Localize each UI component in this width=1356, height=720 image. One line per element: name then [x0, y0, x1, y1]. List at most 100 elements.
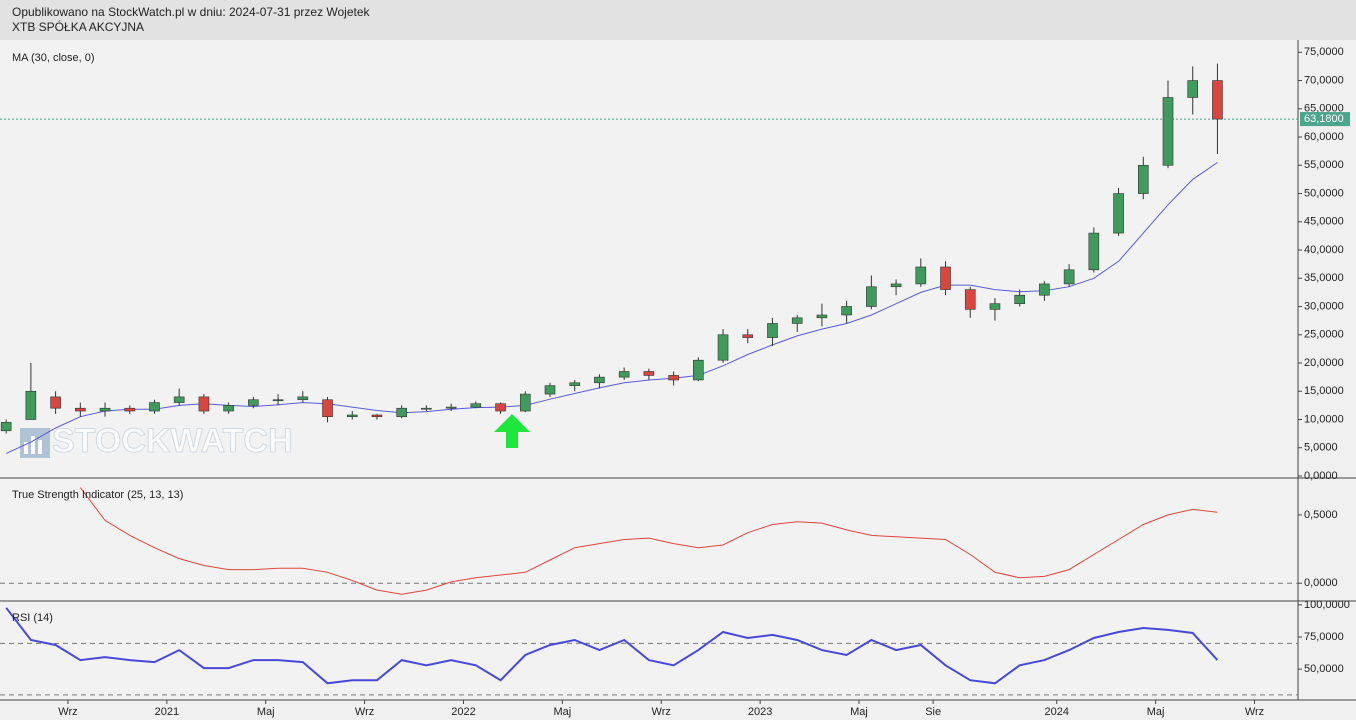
- candle-body: [1113, 193, 1124, 234]
- indicator-line: [79, 487, 1218, 595]
- candle-body: [1063, 269, 1075, 285]
- x-tick-label: 2022: [451, 706, 475, 718]
- candle-body: [989, 303, 1001, 310]
- watermark-text: STOCKWATCH: [52, 422, 293, 460]
- x-tick-label: 2023: [748, 706, 772, 718]
- candle-body: [866, 286, 877, 307]
- candle-body: [890, 283, 902, 288]
- candle-body: [173, 396, 185, 403]
- candle-body: [124, 407, 136, 412]
- y-tick-label: 60,0000: [1304, 131, 1344, 143]
- candle-body: [693, 359, 704, 381]
- candle-body: [767, 323, 778, 338]
- candle-body: [346, 414, 358, 417]
- y-tick-label: 55,0000: [1304, 159, 1344, 171]
- y-tick-label: 5,0000: [1304, 442, 1338, 454]
- candle-body: [99, 407, 111, 412]
- last-price-box: [1300, 112, 1350, 127]
- candle-body: [1212, 80, 1223, 120]
- y-tick-label: 15,0000: [1304, 385, 1344, 397]
- axis-bg: [1298, 40, 1356, 720]
- candle-body: [1088, 232, 1100, 271]
- watermark-icon: [38, 440, 42, 454]
- x-tick-label: Sie: [925, 706, 941, 718]
- y-tick-label: 30,0000: [1304, 300, 1344, 312]
- candle-body: [1014, 294, 1025, 304]
- y-tick-label: 65,0000: [1304, 103, 1344, 115]
- published-text: Opublikowano na StockWatch.pl w dniu: 20…: [12, 5, 371, 19]
- y-tick-label: 50,0000: [1304, 663, 1344, 675]
- candle-body: [915, 266, 927, 285]
- y-tick-label: 10,0000: [1304, 413, 1344, 425]
- candle-body: [544, 385, 556, 395]
- candle-body: [470, 403, 482, 408]
- y-tick-label: 0,5000: [1304, 509, 1338, 521]
- candle-body: [594, 376, 605, 384]
- candle-body: [149, 402, 160, 412]
- panel-title: RSI (14): [12, 612, 53, 624]
- y-tick-label: 20,0000: [1304, 357, 1344, 369]
- candle-body: [445, 406, 457, 409]
- candle-body: [297, 396, 309, 401]
- candle-body: [248, 399, 259, 406]
- y-tick-label: 40,0000: [1304, 244, 1344, 256]
- x-tick-label: Maj: [257, 706, 275, 718]
- candle-body: [272, 399, 284, 402]
- signal-arrow: [494, 414, 530, 448]
- candle-body: [25, 390, 37, 420]
- marks: Wrz 2021 Maj Wrz 2022 Maj Wrz 2023 Maj Sie 2024 Maj…: [0, 46, 1350, 718]
- x-tick-label: Wrz: [652, 706, 671, 718]
- x-tick-label: 2024: [1045, 706, 1069, 718]
- y-tick-label: 100,0000: [1304, 599, 1350, 611]
- candle-body: [618, 371, 630, 378]
- y-tick-label: 70,0000: [1304, 74, 1344, 86]
- y-tick-label: 25,0000: [1304, 329, 1344, 341]
- candle-body: [322, 399, 333, 417]
- candle-body: [495, 403, 506, 412]
- candle-body: [791, 317, 803, 324]
- x-tick-label: Maj: [1147, 706, 1165, 718]
- panel-title: True Strength Indicator (25, 13, 13): [12, 489, 183, 501]
- candle-body: [841, 306, 852, 316]
- y-tick-label: 75,0000: [1304, 46, 1344, 58]
- legend-entry: MA (30, close, 0): [12, 52, 95, 64]
- candle-body: [964, 289, 976, 310]
- y-tick-label: 75,0000: [1304, 631, 1344, 643]
- indicator-line: [5, 607, 1219, 685]
- candle-body: [371, 414, 383, 417]
- x-tick-label: Wrz: [1245, 706, 1264, 718]
- x-tick-label: Maj: [850, 706, 868, 718]
- y-tick-label: 50,0000: [1304, 187, 1344, 199]
- header-bar: [0, 0, 1356, 40]
- y-tick-label: 35,0000: [1304, 272, 1344, 284]
- watermark-icon: [24, 442, 28, 454]
- y-tick-label: 0,0000: [1304, 577, 1338, 589]
- instrument-text: XTB SPÓŁKA AKCYJNA: [12, 19, 144, 34]
- y-tick-label: 0,0000: [1304, 470, 1338, 482]
- candle-body: [519, 393, 531, 412]
- candle-body: [396, 407, 407, 417]
- candle-body: [668, 375, 679, 381]
- candle-body: [816, 314, 828, 319]
- candle-body: [223, 405, 234, 412]
- candle-body: [198, 396, 210, 412]
- y-tick-label: 45,0000: [1304, 216, 1344, 228]
- watermark-icon: [31, 436, 35, 454]
- candle-body: [1137, 164, 1149, 194]
- candle-body: [1039, 283, 1050, 296]
- x-tick-label: Maj: [553, 706, 571, 718]
- x-tick-label: Wrz: [355, 706, 374, 718]
- last-price-label: 63,1800: [1304, 113, 1344, 125]
- candle-body: [643, 371, 655, 376]
- x-tick-label: 2021: [155, 706, 179, 718]
- candle-body: [75, 407, 86, 412]
- candle-body: [0, 422, 12, 432]
- candle-body: [742, 334, 754, 338]
- candle-body: [50, 396, 61, 409]
- x-tick-label: Wrz: [58, 706, 77, 718]
- candle-body: [940, 266, 951, 290]
- candle-body: [421, 407, 432, 410]
- candle-body: [1187, 80, 1199, 98]
